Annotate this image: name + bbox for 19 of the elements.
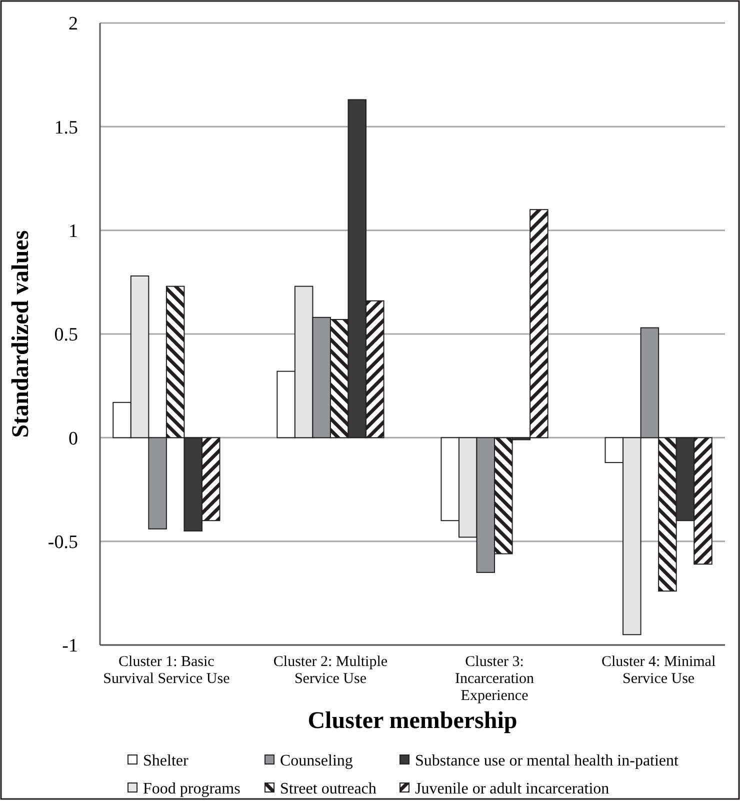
y-tick-label: 0.5 (54, 324, 78, 346)
x-tick-label: Cluster 1: Basic Survival Service Use (103, 654, 230, 687)
y-tick-label: 0 (68, 428, 78, 450)
y-tick-label: 1 (68, 220, 78, 242)
legend-label: Juvenile or adult incarceration (415, 780, 610, 798)
y-tick-label: -0.5 (48, 532, 78, 553)
legend-label: Street outreach (280, 780, 376, 798)
y-axis-title: Standardized values (8, 230, 34, 438)
legend-label: Counseling (280, 752, 353, 770)
x-axis-title: Cluster membership (308, 708, 518, 734)
legend-label: Substance use or mental health in-patient (415, 752, 680, 770)
y-tick-label: -1 (62, 636, 78, 657)
x-tick-label: Cluster 2: Multiple Service Use (273, 654, 388, 687)
y-tick-label: 2 (68, 14, 78, 35)
x-tick-label: Cluster 3: Incarceration Experience (454, 654, 535, 704)
x-tick-label: Cluster 4: Minimal Service Use (601, 654, 716, 687)
legend-label: Food programs (143, 780, 240, 798)
y-tick-label: 1.5 (54, 117, 78, 138)
legend-label: Shelter (143, 752, 189, 770)
